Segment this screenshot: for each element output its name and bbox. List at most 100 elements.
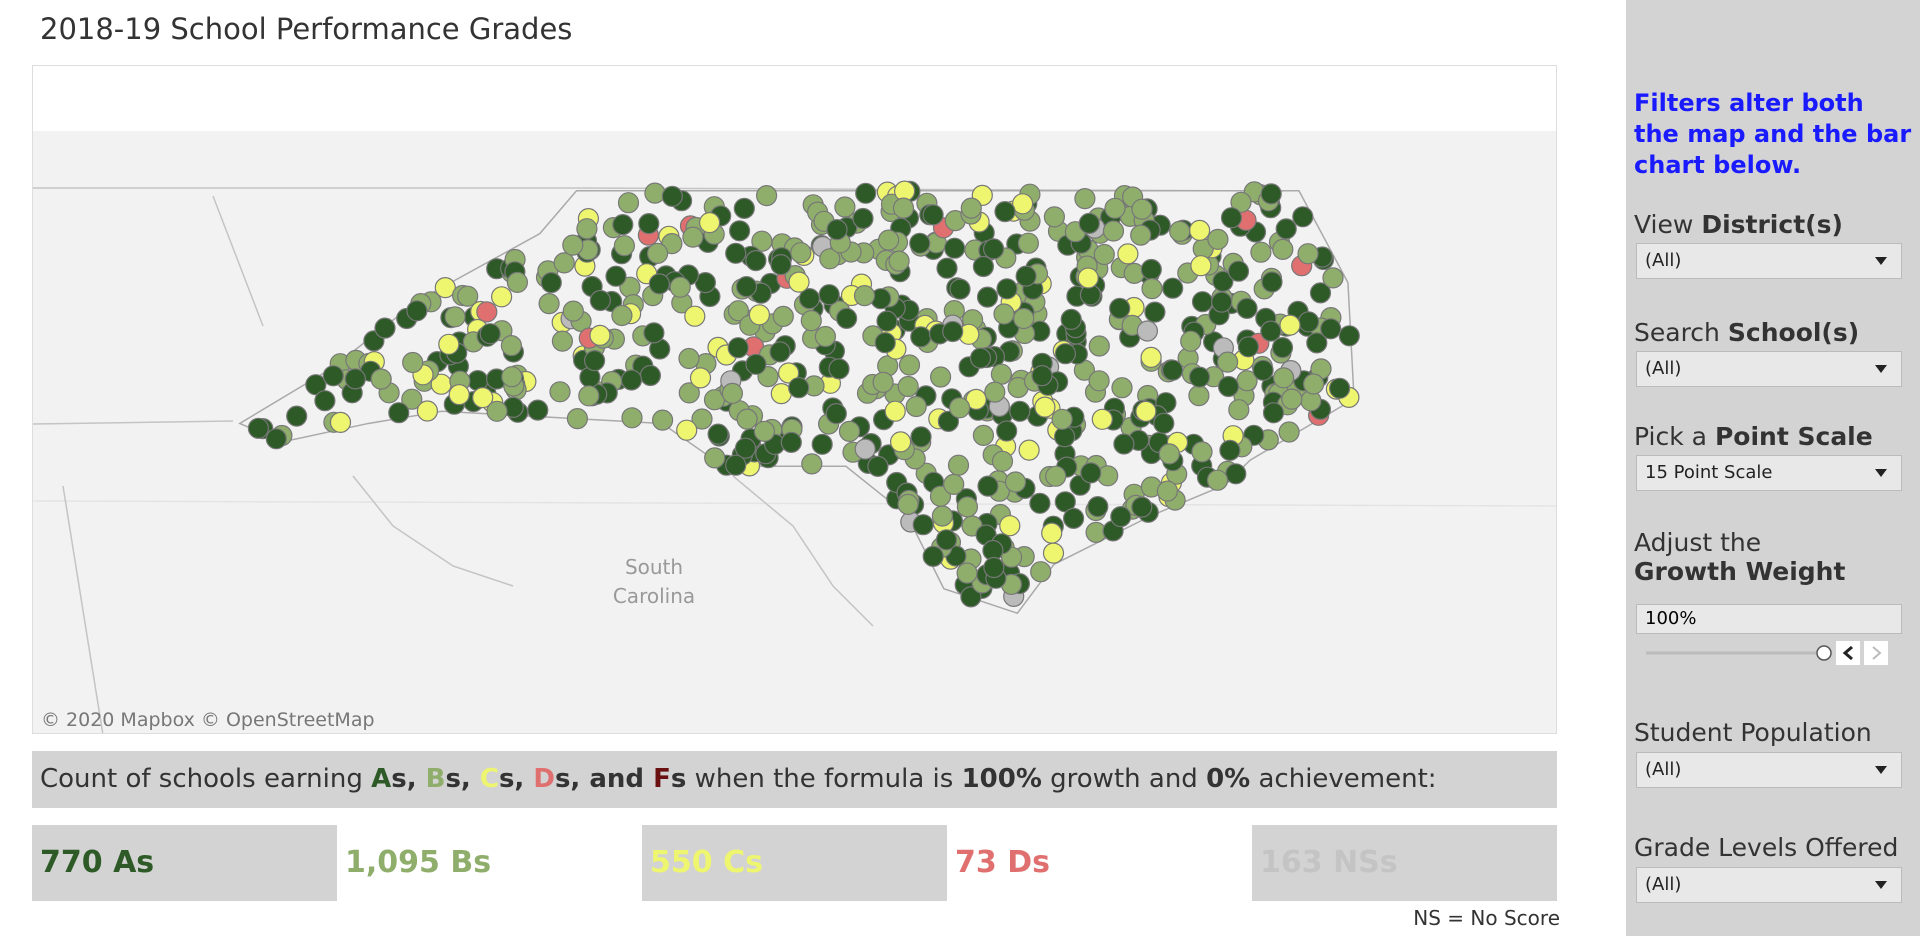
school-dot: [769, 341, 791, 363]
school-dot: [1169, 220, 1191, 242]
school-dot: [689, 367, 712, 389]
school-dot: [605, 265, 627, 287]
school-dot: [1156, 480, 1179, 502]
school-dot: [678, 382, 700, 404]
school-dot: [854, 438, 876, 460]
growth-weight-slider[interactable]: [1636, 640, 1912, 666]
school-dot: [1140, 346, 1162, 368]
school-dot: [438, 333, 460, 355]
school-dot: [1207, 228, 1229, 250]
school-dot: [1211, 291, 1233, 313]
school-dot: [1279, 314, 1301, 336]
school-dot: [1261, 271, 1283, 293]
school-dot: [1041, 522, 1063, 544]
school-dot: [406, 300, 428, 322]
school-dot: [772, 305, 794, 327]
school-dot: [684, 305, 706, 327]
school-dot: [735, 276, 758, 298]
school-dot: [1217, 375, 1240, 398]
school-dot: [867, 455, 889, 477]
school-dot: [727, 337, 749, 359]
school-dot: [676, 419, 698, 441]
school-dot: [1091, 408, 1113, 430]
school-dot: [910, 326, 932, 348]
summary-text: 100%: [961, 764, 1042, 794]
school-dot: [1188, 219, 1211, 241]
summary-text: achievement:: [1250, 764, 1437, 794]
school-dot: [589, 324, 611, 346]
school-dot: [897, 375, 919, 398]
school-dot: [943, 237, 966, 259]
grade-count: 163 NSs: [1252, 825, 1557, 901]
school-dot: [434, 277, 456, 299]
school-dot: [721, 382, 744, 404]
school-dot: [621, 407, 643, 429]
map[interactable]: South Carolina © 2020 Mapbox © OpenStree…: [32, 65, 1557, 734]
school-dot: [1109, 297, 1131, 319]
summary-text: s, and: [554, 764, 654, 794]
school-dot: [1309, 282, 1332, 304]
school-dot: [1117, 243, 1139, 265]
school-dot: [613, 235, 636, 257]
school-dot: [825, 403, 847, 425]
dropdown[interactable]: (All): [1636, 752, 1902, 788]
school-dot: [691, 408, 713, 430]
dropdown[interactable]: (All): [1636, 867, 1902, 903]
school-dot: [617, 192, 640, 214]
school-dot: [725, 454, 747, 476]
school-dot: [828, 358, 850, 380]
school-dot: [1216, 351, 1239, 373]
school-dot: [698, 212, 721, 234]
school-dot: [344, 368, 366, 390]
school-dot: [949, 278, 971, 300]
dropdown[interactable]: 15 Point Scale: [1636, 455, 1902, 491]
growth-weight-input[interactable]: 100%: [1636, 604, 1902, 634]
school-dot: [800, 310, 822, 332]
school-dot: [960, 197, 982, 219]
school-dot: [501, 366, 523, 388]
school-dot: [1320, 318, 1342, 340]
school-dot: [1080, 462, 1102, 484]
filter-label-text: View: [1634, 210, 1694, 239]
school-dot: [1045, 465, 1067, 487]
school-dot: [1131, 198, 1153, 220]
slider-next: [1864, 641, 1888, 665]
school-dot: [993, 303, 1015, 325]
school-dot: [566, 408, 589, 430]
summary-text: s,: [445, 764, 480, 794]
summary-text: B: [425, 764, 446, 794]
school-dot: [416, 400, 438, 422]
school-dot: [1141, 278, 1163, 300]
school-dot: [814, 325, 837, 348]
summary-text: s: [670, 764, 687, 794]
school-dot: [982, 238, 1005, 260]
school-dot: [562, 300, 584, 322]
dropdown[interactable]: (All): [1636, 351, 1902, 387]
school-dot: [745, 353, 767, 375]
school-dot: [1190, 255, 1212, 277]
filter-label-text: Search: [1634, 318, 1720, 347]
school-dot: [1102, 220, 1125, 242]
summary: Count of schools earning As, Bs, Cs, Ds,…: [32, 751, 1557, 808]
school-dot: [1206, 469, 1229, 491]
school-dot: [956, 496, 979, 518]
school-dot: [734, 437, 757, 459]
school-dot: [1140, 258, 1162, 281]
summary-text: growth and: [1041, 764, 1207, 794]
school-dot: [1135, 400, 1157, 422]
note: NS = No Score: [1413, 906, 1560, 930]
school-dot: [727, 300, 750, 322]
school-dot: [876, 310, 898, 332]
school-dot: [751, 230, 773, 252]
school-dot: [943, 473, 965, 495]
school-dot: [996, 420, 1018, 442]
school-dot: [898, 354, 921, 376]
school-dot: [589, 289, 611, 312]
slider-prev: [1836, 641, 1860, 665]
school-dot: [549, 381, 571, 403]
dropdown[interactable]: (All): [1636, 243, 1902, 279]
school-dot: [1017, 232, 1040, 254]
school-dot: [748, 304, 771, 326]
school-dot: [922, 204, 944, 226]
